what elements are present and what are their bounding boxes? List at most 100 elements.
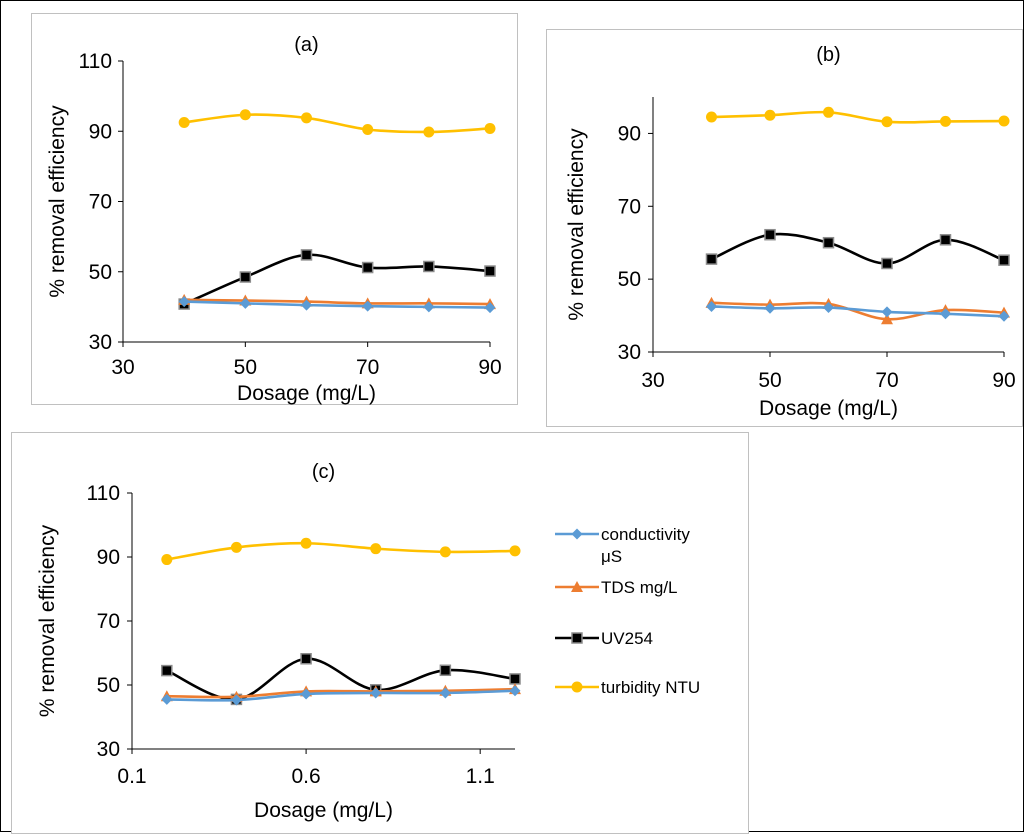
series-line-uv254 [710,232,1005,265]
data-point-conductivity [439,687,451,699]
legend-marker-conductivity [571,528,583,540]
data-point-uv254 [300,653,312,665]
y-tick-label: 50 [89,261,112,284]
legend-label-conductivity: conductivity μS [601,525,690,566]
data-point-turbidity [881,116,893,128]
data-point-conductivity [764,302,776,314]
data-point-uv254 [881,257,893,270]
data-point-uv254 [764,228,776,241]
x-axis-label: Dosage (mg/L) [254,799,393,822]
y-tick-label: 90 [89,120,112,143]
series-line-tds [711,301,1005,321]
series-line-turbidity [166,541,516,561]
y-tick-label: 70 [89,191,112,214]
x-tick-label: 0.6 [291,765,320,788]
data-point-turbidity [301,112,312,124]
x-tick-label: 70 [356,356,379,379]
x-tick-label: 90 [992,369,1015,392]
data-point-turbidity [439,546,451,558]
legend-label-tds: TDS mg/L [601,578,678,597]
series-line-uv254 [183,253,491,306]
y-tick-label: 110 [79,50,112,73]
legend-marker-turbidity [571,681,583,693]
series-line-turbidity [711,110,1005,124]
data-point-turbidity [423,126,435,138]
data-point-conductivity [484,302,496,314]
chart-title: (b) [816,44,840,66]
chart-panel-a: (a) 30 50 70 90 110 30 50 70 90 Dosage (mg/L) % rem… [31,13,518,405]
data-point-conductivity [239,297,251,309]
chart-title: (a) [294,34,318,56]
data-point-uv254 [161,664,173,677]
x-tick-label: 1.1 [466,765,495,788]
data-point-turbidity [484,122,496,134]
data-point-turbidity [998,115,1010,127]
y-tick-label: 30 [618,341,641,364]
chart-panel-c: (c) 30 50 70 90 110 0.1 0.6 1.1 Dosage (mg/L) % re… [11,432,749,834]
data-point-conductivity [940,308,951,320]
data-point-conductivity [881,306,893,318]
y-tick-label: 30 [89,331,112,354]
series-line-tds [184,298,491,306]
y-tick-label: 70 [97,610,120,633]
data-point-conductivity [823,302,834,314]
data-point-turbidity [161,554,173,566]
data-point-uv254 [423,260,435,273]
legend-label-turbidity: turbidity NTU [601,678,700,697]
data-point-turbidity [706,111,717,123]
series-line-conductivity [166,689,516,702]
data-point-turbidity [940,115,951,127]
data-point-turbidity [823,106,834,118]
y-axis-label: % removal efficiency [46,105,69,298]
legend-marker-tds [571,581,583,592]
data-point-conductivity [161,693,173,705]
data-point-conductivity [706,300,717,312]
data-point-conductivity [230,694,242,706]
x-tick-label: 50 [758,369,781,392]
y-tick-label: 90 [618,122,641,145]
data-point-turbidity [178,116,190,128]
y-axis-label: % removal efficiency [565,128,588,321]
data-point-turbidity [230,541,242,553]
data-point-turbidity [300,537,312,549]
data-point-uv254 [705,253,718,265]
data-point-uv254 [361,261,374,274]
x-tick-label: 70 [875,369,898,392]
y-tick-label: 70 [618,195,641,218]
chart-title: (c) [312,461,335,483]
data-point-turbidity [239,109,251,121]
data-point-uv254 [239,271,252,283]
y-tick-label: 90 [97,546,120,569]
series-line-tds [166,687,516,699]
data-point-uv254 [300,249,313,261]
data-point-conductivity [301,299,312,311]
data-point-turbidity [764,109,776,121]
y-tick-label: 30 [97,738,120,761]
data-point-conductivity [362,300,374,312]
data-point-uv254 [509,673,521,685]
x-tick-label: 90 [478,356,501,379]
series-line-turbidity [184,113,491,134]
data-point-tds [881,313,893,325]
data-point-turbidity [362,123,374,135]
x-axis-label: Dosage (mg/L) [759,397,898,420]
data-point-uv254 [822,236,835,249]
data-point-conductivity [509,685,521,697]
y-tick-label: 50 [97,674,120,697]
chart-panel-b: (b) 30 50 70 90 30 50 70 90 Dosage (mg/L) % remova… [546,29,1023,427]
legend-label-uv254: UV254 [601,629,653,648]
data-point-turbidity [370,543,382,555]
y-tick-label: 110 [87,482,120,505]
data-point-conductivity [423,301,435,313]
data-point-conductivity [998,310,1010,322]
chart-b-svg: (b) 30 50 70 90 30 50 70 90 Dosage (mg/L) % remova… [565,44,1016,420]
data-point-turbidity [509,545,521,557]
x-tick-label: 0.1 [117,765,146,788]
legend-label-line: conductivity [601,525,690,544]
y-tick-label: 50 [618,268,641,291]
y-axis-label: % removal efficiency [36,524,59,717]
x-tick-label: 50 [234,356,257,379]
data-point-uv254 [998,254,1010,266]
chart-a-svg: (a) 30 50 70 90 110 30 50 70 90 Dosage (mg/L) % rem… [46,34,502,405]
data-point-conductivity [370,687,382,699]
